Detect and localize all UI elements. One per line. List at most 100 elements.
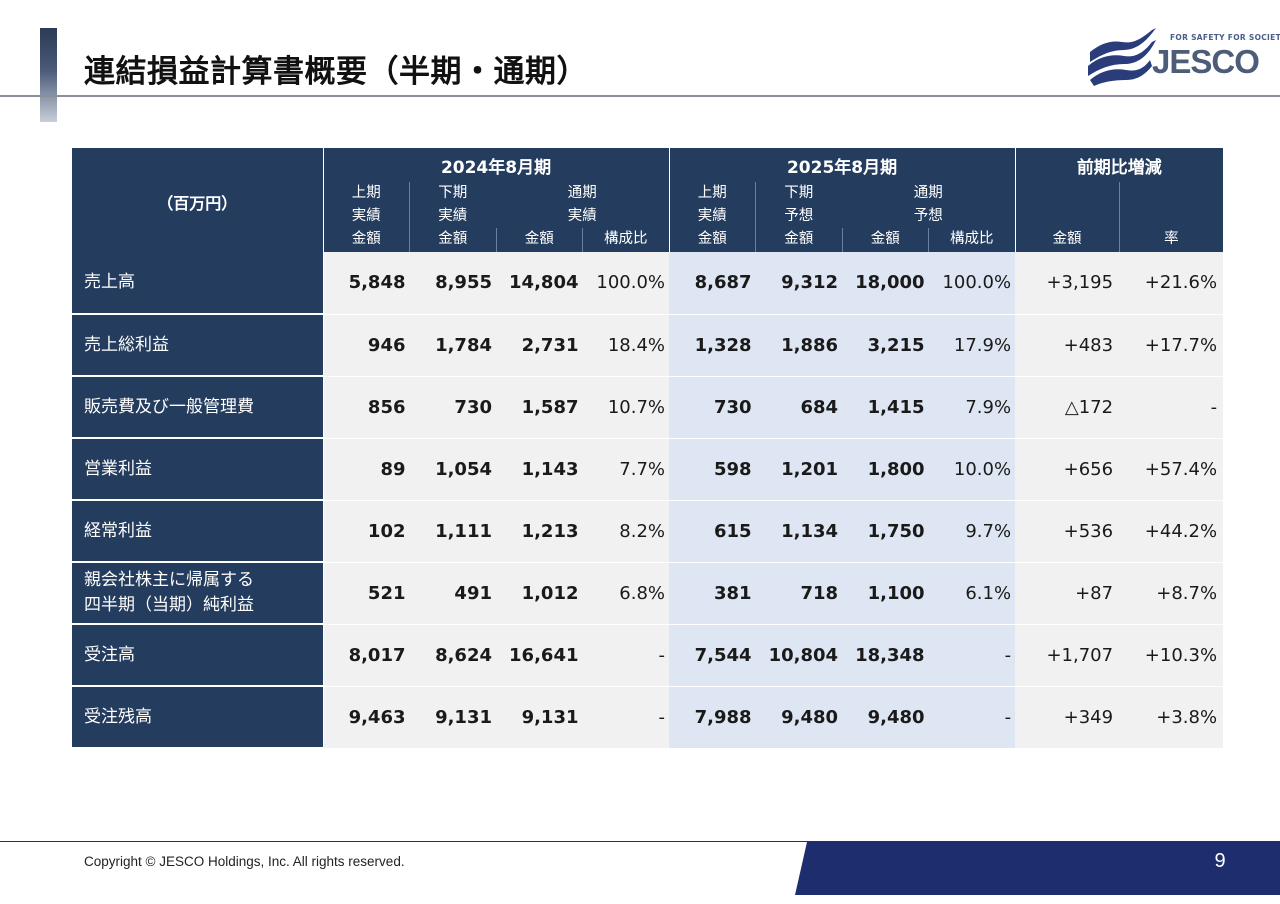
table-cell: 100.0% [928, 252, 1016, 315]
table-body: 売上高 5,848 8,955 14,804 100.0% 8,687 9,312 18,00… [72, 252, 1224, 749]
col-line: 通期 [567, 185, 597, 201]
col-fy2025-full: 通期 予想 [842, 182, 1015, 228]
row-label: 親会社株主に帰属する 四半期（当期）純利益 [72, 562, 323, 625]
table-cell: 1,800 [842, 438, 929, 501]
logo-tagline: FOR SAFETY FOR SOCIETY [1170, 33, 1280, 42]
col-diff-amount: 金額 [1014, 182, 1120, 252]
table-cell: 9,312 [755, 252, 843, 315]
row-label: 売上高 [72, 252, 323, 315]
table-cell: 2,731 [496, 314, 583, 377]
col-fy2025-h1: 上期 実績 金額 [668, 182, 756, 252]
row-label-line: 受注残高 [84, 706, 152, 727]
table-row: 販売費及び一般管理費 856 730 1,587 10.7% 730 684 1,415 7.9… [72, 376, 1224, 439]
table-cell: +1,707 [1015, 624, 1120, 687]
table-cell: 8,017 [322, 624, 410, 687]
table-cell: 89 [322, 438, 410, 501]
title-accent-bar [40, 28, 57, 122]
table-cell: +57.4% [1119, 438, 1224, 501]
table-cell: 8,955 [409, 252, 496, 315]
table-row: 営業利益 89 1,054 1,143 7.7% 598 1,201 1,800 10.0% +6… [72, 438, 1224, 501]
col-line: 予想 [913, 208, 943, 224]
table-cell: 6.1% [928, 562, 1016, 625]
table-cell: 8,687 [669, 252, 756, 315]
table-cell: 1,054 [409, 438, 496, 501]
table-cell: 8,624 [409, 624, 496, 687]
table-cell: 1,415 [842, 376, 929, 439]
table-cell: 1,134 [755, 500, 843, 563]
row-label: 販売費及び一般管理費 [72, 376, 323, 439]
col-fy2025-h2: 下期 予想 金額 [755, 182, 843, 252]
table-cell: 1,201 [755, 438, 843, 501]
col-fy2025-full-ratio: 構成比 [928, 228, 1016, 252]
table-cell: 9,480 [842, 686, 929, 749]
col-line: 実績 [697, 208, 727, 224]
table-cell: 18.4% [582, 314, 670, 377]
row-label-line: 受注高 [84, 644, 135, 665]
table-cell: +44.2% [1119, 500, 1224, 563]
table-cell: 1,750 [842, 500, 929, 563]
table-cell: 9.7% [928, 500, 1016, 563]
table-cell: +17.7% [1119, 314, 1224, 377]
table-cell: 9,131 [409, 686, 496, 749]
table-cell: +87 [1015, 562, 1120, 625]
table-cell: 3,215 [842, 314, 929, 377]
table-cell: 7,988 [669, 686, 756, 749]
table-cell: +483 [1015, 314, 1120, 377]
table-cell: 1,784 [409, 314, 496, 377]
row-label-line: 営業利益 [84, 458, 152, 479]
table-cell: 9,463 [322, 686, 410, 749]
page-title: 連結損益計算書概要（半期・通期） [84, 54, 588, 90]
col-line: 金額 [784, 231, 814, 247]
table-cell: +656 [1015, 438, 1120, 501]
table-cell: 856 [322, 376, 410, 439]
table-cell: 1,111 [409, 500, 496, 563]
row-label: 経常利益 [72, 500, 323, 563]
table-cell: 5,848 [322, 252, 410, 315]
table-row: 受注高 8,017 8,624 16,641-7,544 10,804 18,348- +1… [72, 624, 1224, 687]
row-label-line: 売上総利益 [84, 334, 169, 355]
table-row: 売上総利益 946 1,784 2,731 18.4% 1,328 1,886 3,215 17… [72, 314, 1224, 377]
table-cell: 9,480 [755, 686, 843, 749]
table-cell: 1,213 [496, 500, 583, 563]
group-fy2025: 2025年8月期 [668, 148, 1016, 182]
row-label: 営業利益 [72, 438, 323, 501]
table-cell: +536 [1015, 500, 1120, 563]
table-cell: 7.7% [582, 438, 670, 501]
col-fy2025-full-amount: 金額 [841, 228, 929, 252]
table-cell: 1,012 [496, 562, 583, 625]
table-cell: 615 [669, 500, 756, 563]
col-line: 金額 [438, 231, 468, 247]
col-line: 実績 [567, 208, 597, 224]
table-cell: +349 [1015, 686, 1120, 749]
logo-wordmark: JESCO [1152, 43, 1260, 80]
row-label: 受注残高 [72, 686, 323, 749]
table-cell: 730 [669, 376, 756, 439]
footer-divider [0, 841, 1280, 842]
table-cell: 18,348 [842, 624, 929, 687]
table-cell: 8.2% [582, 500, 670, 563]
table-cell: 1,100 [842, 562, 929, 625]
col-fy2024-h2: 下期 実績 金額 [409, 182, 496, 252]
table-cell: - [582, 624, 670, 687]
col-line: 予想 [784, 208, 814, 224]
col-fy2024-full-ratio: 構成比 [582, 228, 670, 252]
row-label-line: 売上高 [84, 272, 135, 292]
table-cell: - [582, 686, 670, 749]
table-cell: 598 [669, 438, 756, 501]
col-line: 実績 [438, 208, 468, 224]
table-cell: +21.6% [1119, 252, 1224, 315]
table-cell: - [928, 686, 1016, 749]
col-line: 下期 [438, 185, 468, 201]
table-cell: △172 [1015, 376, 1120, 439]
col-line: 通期 [913, 185, 943, 201]
table-row: 親会社株主に帰属する 四半期（当期）純利益 521 491 1,012 6.8% 381 71… [72, 562, 1224, 625]
col-line: 率 [1164, 231, 1179, 247]
table-cell: 491 [409, 562, 496, 625]
table-cell: 7,544 [669, 624, 756, 687]
row-label-line: 経常利益 [84, 520, 152, 541]
table-cell: 17.9% [928, 314, 1016, 377]
table-cell: 946 [322, 314, 410, 377]
jesco-logo-icon [1088, 28, 1156, 86]
copyright-text: Copyright © JESCO Holdings, Inc. All rig… [84, 854, 405, 869]
table-cell: 1,587 [496, 376, 583, 439]
